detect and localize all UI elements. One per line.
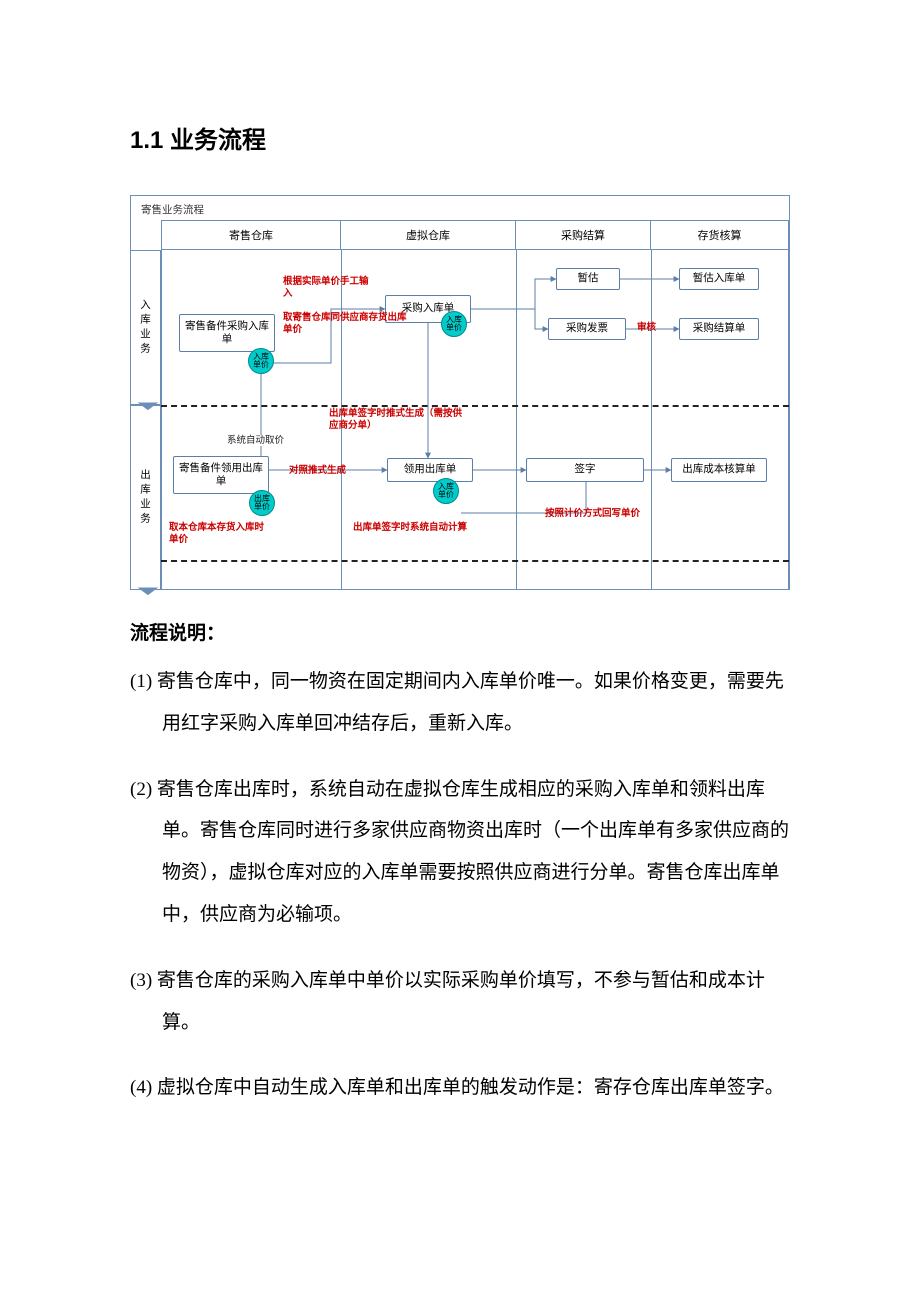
- flow-annotation: 对照推式生成: [289, 465, 359, 477]
- flow-node: 采购结算单: [679, 318, 759, 340]
- explanation-paragraph: (3) 寄售仓库的采购入库单中单价以实际采购单价填写，不参与暂估和成本计算。: [130, 960, 790, 1044]
- lane-label-outbound: 出库业务: [131, 405, 161, 590]
- flow-annotation: 出库单签字时系统自动计算: [353, 522, 473, 534]
- flow-node: 暂估入库单: [679, 268, 759, 290]
- flow-node: 寄售备件采购入库单: [179, 314, 275, 352]
- section-label: 流程说明：: [130, 618, 790, 645]
- flow-annotation: 出库单签字时推式生成（需按供应商分单）: [329, 408, 469, 432]
- explanation-paragraph: (4) 虚拟仓库中自动生成入库单和出库单的触发动作是：寄存仓库出库单签字。: [130, 1067, 790, 1109]
- diagram-title: 寄售业务流程: [141, 202, 204, 217]
- flow-node: 领用出库单: [387, 458, 473, 482]
- page-heading: 1.1 业务流程: [130, 120, 790, 155]
- flow-annotation: 系统自动取价: [227, 435, 317, 447]
- price-circle: 入库单价: [433, 478, 459, 504]
- flow-annotation: 审核: [637, 322, 667, 334]
- flow-diagram: 寄售业务流程 寄售仓库 虚拟仓库 采购结算 存货核算 入库业务 ▼ 出库业务 ▼: [130, 195, 790, 590]
- column-headers: 寄售仓库 虚拟仓库 采购结算 存货核算: [161, 220, 789, 250]
- col-header-1: 寄售仓库: [161, 221, 341, 249]
- flow-node: 出库成本核算单: [671, 458, 767, 482]
- flow-node: 签字: [526, 458, 644, 482]
- price-circle: 入库单价: [441, 311, 467, 337]
- flow-annotation: 取寄售仓库同供应商存货出库单价: [283, 312, 413, 336]
- col-header-2: 虚拟仓库: [341, 221, 516, 249]
- flow-annotation: 根据实际单价手工输入: [283, 276, 373, 300]
- flow-node: 寄售备件领用出库单: [173, 456, 269, 494]
- flow-annotation: 按照计价方式回写单价: [545, 508, 665, 520]
- flow-node: 暂估: [556, 268, 620, 290]
- flow-node: 采购发票: [548, 318, 626, 340]
- price-circle: 入库单价: [248, 348, 274, 374]
- col-header-3: 采购结算: [516, 221, 651, 249]
- lane-label-inbound: 入库业务: [131, 250, 161, 405]
- col-header-4: 存货核算: [651, 221, 789, 249]
- explanation-paragraph: (2) 寄售仓库出库时，系统自动在虚拟仓库生成相应的采购入库单和领料出库单。寄售…: [130, 769, 790, 936]
- flow-annotation: 取本仓库本存货入库时单价: [169, 522, 269, 546]
- swimlanes: 入库业务 ▼ 出库业务 ▼: [131, 250, 789, 589]
- explanation-paragraph: (1) 寄售仓库中，同一物资在固定期间内入库单价唯一。如果价格变更，需要先用红字…: [130, 661, 790, 745]
- price-circle: 出库单价: [249, 490, 275, 516]
